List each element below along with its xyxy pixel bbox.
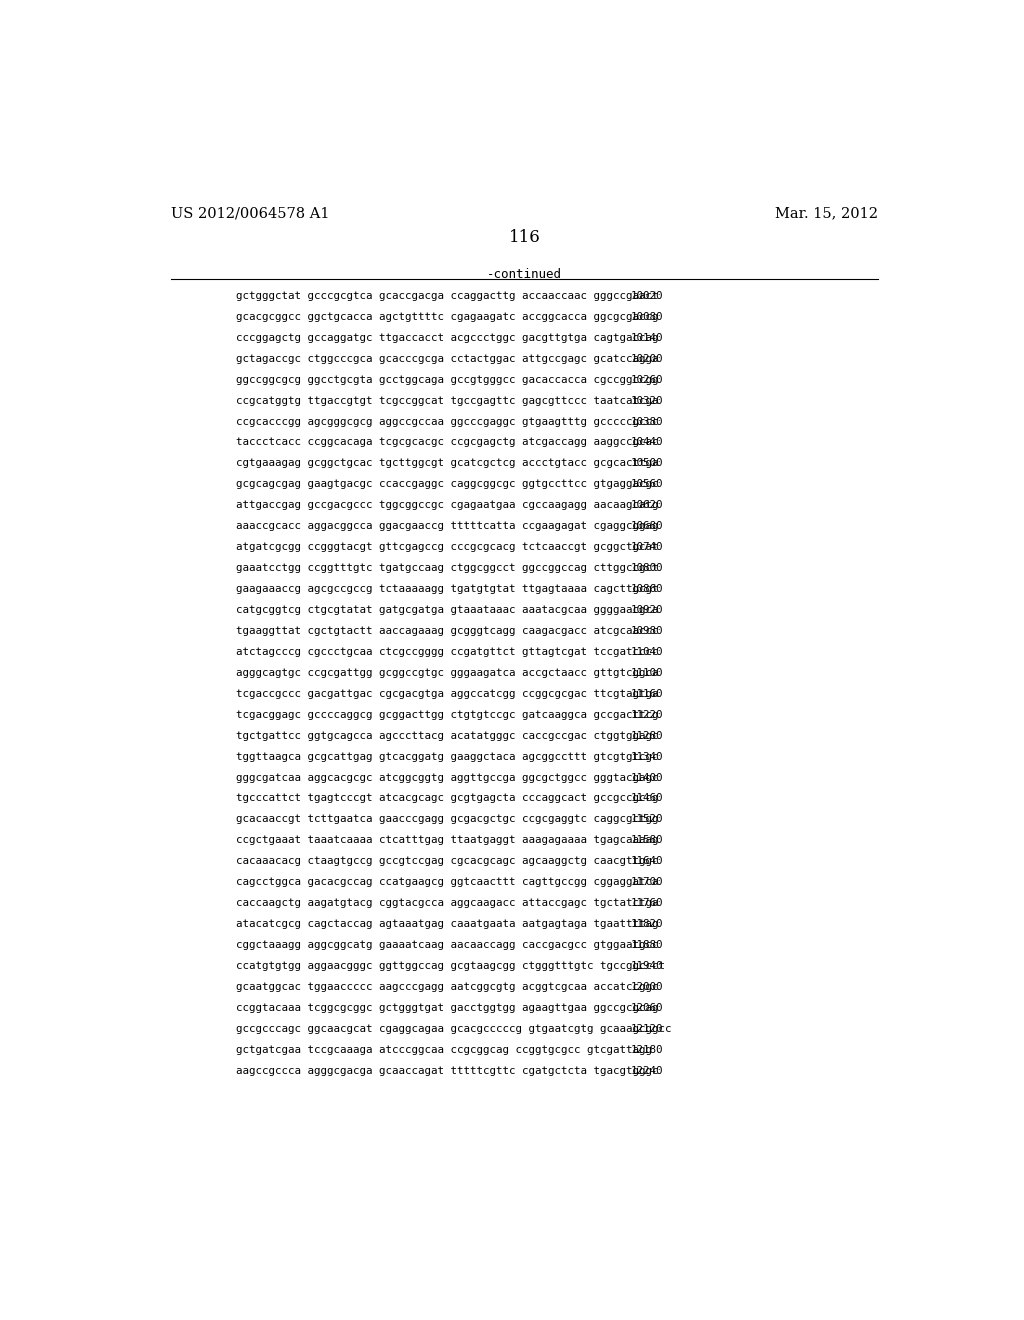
Text: gctgggctat gcccgcgtca gcaccgacga ccaggacttg accaaccaac gggccgaact: gctgggctat gcccgcgtca gcaccgacga ccaggac… — [237, 290, 659, 301]
Text: catgcggtcg ctgcgtatat gatgcgatga gtaaataaac aaatacgcaa ggggaacgca: catgcggtcg ctgcgtatat gatgcgatga gtaaata… — [237, 605, 659, 615]
Text: 12240: 12240 — [630, 1065, 663, 1076]
Text: attgaccgag gccgacgccc tggcggccgc cgagaatgaa cgccaagagg aacaagcatg: attgaccgag gccgacgccc tggcggccgc cgagaat… — [237, 500, 659, 511]
Text: atctagcccg cgccctgcaa ctcgccgggg ccgatgttct gttagtcgat tccgatcccc: atctagcccg cgccctgcaa ctcgccgggg ccgatgt… — [237, 647, 659, 657]
Text: ccatgtgtgg aggaacgggc ggttggccag gcgtaagcgg ctgggtttgtc tgccggccct: ccatgtgtgg aggaacgggc ggttggccag gcgtaag… — [237, 961, 666, 972]
Text: ggccggcgcg ggcctgcgta gcctggcaga gccgtgggcc gacaccacca cgccggccgg: ggccggcgcg ggcctgcgta gcctggcaga gccgtgg… — [237, 375, 659, 384]
Text: 11760: 11760 — [630, 898, 663, 908]
Text: cgtgaaagag gcggctgcac tgcttggcgt gcatcgctcg accctgtacc gcgcacttga: cgtgaaagag gcggctgcac tgcttggcgt gcatcgc… — [237, 458, 659, 469]
Text: taccctcacc ccggcacaga tcgcgcacgc ccgcgagctg atcgaccagg aaggccgcac: taccctcacc ccggcacaga tcgcgcacgc ccgcgag… — [237, 437, 659, 447]
Text: 11400: 11400 — [630, 772, 663, 783]
Text: 10740: 10740 — [630, 543, 663, 552]
Text: aaaccgcacc aggacggcca ggacgaaccg tttttcatta ccgaagagat cgaggcggag: aaaccgcacc aggacggcca ggacgaaccg tttttca… — [237, 521, 659, 531]
Text: tgaaggttat cgctgtactt aaccagaaag gcgggtcagg caagacgacc atcgcaaccc: tgaaggttat cgctgtactt aaccagaaag gcgggtc… — [237, 626, 659, 636]
Text: cagcctggca gacacgccag ccatgaagcg ggtcaacttt cagttgccgg cggaggatca: cagcctggca gacacgccag ccatgaagcg ggtcaac… — [237, 878, 659, 887]
Text: gcgcagcgag gaagtgacgc ccaccgaggc caggcggcgc ggtgccttcc gtgaggacgc: gcgcagcgag gaagtgacgc ccaccgaggc caggcgg… — [237, 479, 659, 490]
Text: aagccgccca agggcgacga gcaaccagat tttttcgttc cgatgctcta tgacgtgggc: aagccgccca agggcgacga gcaaccagat tttttcg… — [237, 1065, 659, 1076]
Text: gcacaaccgt tcttgaatca gaacccgagg gcgacgctgc ccgcgaggtc caggcgctgg: gcacaaccgt tcttgaatca gaacccgagg gcgacgc… — [237, 814, 659, 825]
Text: 11460: 11460 — [630, 793, 663, 804]
Text: ccgcacccgg agcgggcgcg aggccgccaa ggcccgaggc gtgaagtttg gcccccgccc: ccgcacccgg agcgggcgcg aggccgccaa ggcccga… — [237, 417, 659, 426]
Text: cacaaacacg ctaagtgccg gccgtccgag cgcacgcagc agcaaggctg caacgttggc: cacaaacacg ctaagtgccg gccgtccgag cgcacgc… — [237, 857, 659, 866]
Text: 10800: 10800 — [630, 564, 663, 573]
Text: 11640: 11640 — [630, 857, 663, 866]
Text: 11580: 11580 — [630, 836, 663, 845]
Text: 10500: 10500 — [630, 458, 663, 469]
Text: 11700: 11700 — [630, 878, 663, 887]
Text: 12060: 12060 — [630, 1003, 663, 1012]
Text: gccgcccagc ggcaacgcat cgaggcagaa gcacgcccccg gtgaatcgtg gcaaagcggcc: gccgcccagc ggcaacgcat cgaggcagaa gcacgcc… — [237, 1024, 672, 1034]
Text: 10680: 10680 — [630, 521, 663, 531]
Text: cccggagctg gccaggatgc ttgaccacct acgccctggc gacgttgtga cagtgaccag: cccggagctg gccaggatgc ttgaccacct acgccct… — [237, 333, 659, 343]
Text: atacatcgcg cagctaccag agtaaatgag caaatgaata aatgagtaga tgaattttag: atacatcgcg cagctaccag agtaaatgag caaatga… — [237, 919, 659, 929]
Text: tggttaagca gcgcattgag gtcacggatg gaaggctaca agcggccttt gtcgtgtcgc: tggttaagca gcgcattgag gtcacggatg gaaggct… — [237, 751, 659, 762]
Text: gggcgatcaa aggcacgcgc atcggcggtg aggttgccga ggcgctggcc gggtacgagc: gggcgatcaa aggcacgcgc atcggcggtg aggttgc… — [237, 772, 659, 783]
Text: 12000: 12000 — [630, 982, 663, 993]
Text: agggcagtgc ccgcgattgg gcggccgtgc gggaagatca accgctaacc gttgtcggca: agggcagtgc ccgcgattgg gcggccgtgc gggaaga… — [237, 668, 659, 678]
Text: 11220: 11220 — [630, 710, 663, 719]
Text: 10980: 10980 — [630, 626, 663, 636]
Text: 11160: 11160 — [630, 689, 663, 698]
Text: 11520: 11520 — [630, 814, 663, 825]
Text: 11340: 11340 — [630, 751, 663, 762]
Text: tcgaccgccc gacgattgac cgcgacgtga aggccatcgg ccggcgcgac ttcgtagtga: tcgaccgccc gacgattgac cgcgacgtga aggccat… — [237, 689, 659, 698]
Text: gctagaccgc ctggcccgca gcacccgcga cctactggac attgccgagc gcatccagga: gctagaccgc ctggcccgca gcacccgcga cctactg… — [237, 354, 659, 364]
Text: gaagaaaccg agcgccgccg tctaaaaagg tgatgtgtat ttgagtaaaa cagcttgcgt: gaagaaaccg agcgccgccg tctaaaaagg tgatgtg… — [237, 583, 659, 594]
Text: gcacgcggcc ggctgcacca agctgttttc cgagaagatc accggcacca ggcgcgaccg: gcacgcggcc ggctgcacca agctgttttc cgagaag… — [237, 312, 659, 322]
Text: 116: 116 — [509, 230, 541, 247]
Text: tgctgattcc ggtgcagcca agcccttacg acatatgggc caccgccgac ctggtggagc: tgctgattcc ggtgcagcca agcccttacg acatatg… — [237, 731, 659, 741]
Text: ccgctgaaat taaatcaaaa ctcatttgag ttaatgaggt aaagagaaaa tgagcaaaag: ccgctgaaat taaatcaaaa ctcatttgag ttaatga… — [237, 836, 659, 845]
Text: 12180: 12180 — [630, 1045, 663, 1055]
Text: 10920: 10920 — [630, 605, 663, 615]
Text: 10380: 10380 — [630, 417, 663, 426]
Text: 11100: 11100 — [630, 668, 663, 678]
Text: 11880: 11880 — [630, 940, 663, 950]
Text: 10260: 10260 — [630, 375, 663, 384]
Text: tgcccattct tgagtcccgt atcacgcagc gcgtgagcta cccaggcact gccgccgccg: tgcccattct tgagtcccgt atcacgcagc gcgtgag… — [237, 793, 659, 804]
Text: 11940: 11940 — [630, 961, 663, 972]
Text: 10560: 10560 — [630, 479, 663, 490]
Text: gaaatcctgg ccggtttgtc tgatgccaag ctggcggcct ggccggccag cttggccgct: gaaatcctgg ccggtttgtc tgatgccaag ctggcgg… — [237, 564, 659, 573]
Text: US 2012/0064578 A1: US 2012/0064578 A1 — [171, 206, 329, 220]
Text: caccaagctg aagatgtacg cggtacgcca aggcaagacc attaccgagc tgctatctga: caccaagctg aagatgtacg cggtacgcca aggcaag… — [237, 898, 659, 908]
Text: 11820: 11820 — [630, 919, 663, 929]
Text: 10860: 10860 — [630, 583, 663, 594]
Text: -continued: -continued — [487, 268, 562, 281]
Text: Mar. 15, 2012: Mar. 15, 2012 — [775, 206, 879, 220]
Text: 10200: 10200 — [630, 354, 663, 364]
Text: 11040: 11040 — [630, 647, 663, 657]
Text: 10320: 10320 — [630, 396, 663, 405]
Text: ccggtacaaa tcggcgcggc gctgggtgat gacctggtgg agaagttgaa ggccgcgcag: ccggtacaaa tcggcgcggc gctgggtgat gacctgg… — [237, 1003, 659, 1012]
Text: gcaatggcac tggaaccccc aagcccgagg aatcggcgtg acggtcgcaa accatccggc: gcaatggcac tggaaccccc aagcccgagg aatcggc… — [237, 982, 659, 993]
Text: 10080: 10080 — [630, 312, 663, 322]
Text: cggctaaagg aggcggcatg gaaaatcaag aacaaccagg caccgacgcc gtggaatgcc: cggctaaagg aggcggcatg gaaaatcaag aacaacc… — [237, 940, 659, 950]
Text: 10440: 10440 — [630, 437, 663, 447]
Text: 10140: 10140 — [630, 333, 663, 343]
Text: tcgacggagc gccccaggcg gcggacttgg ctgtgtccgc gatcaaggca gccgacttcg: tcgacggagc gccccaggcg gcggacttgg ctgtgtc… — [237, 710, 659, 719]
Text: 10020: 10020 — [630, 290, 663, 301]
Text: 11280: 11280 — [630, 731, 663, 741]
Text: ccgcatggtg ttgaccgtgt tcgccggcat tgccgagttc gagcgttccc taatcatcga: ccgcatggtg ttgaccgtgt tcgccggcat tgccgag… — [237, 396, 659, 405]
Text: 10620: 10620 — [630, 500, 663, 511]
Text: 12120: 12120 — [630, 1024, 663, 1034]
Text: gctgatcgaa tccgcaaaga atcccggcaa ccgcggcag ccggtgcgcc gtcgattagg: gctgatcgaa tccgcaaaga atcccggcaa ccgcggc… — [237, 1045, 652, 1055]
Text: atgatcgcgg ccgggtacgt gttcgagccg cccgcgcacg tctcaaccgt gcggctgcat: atgatcgcgg ccgggtacgt gttcgagccg cccgcgc… — [237, 543, 659, 552]
